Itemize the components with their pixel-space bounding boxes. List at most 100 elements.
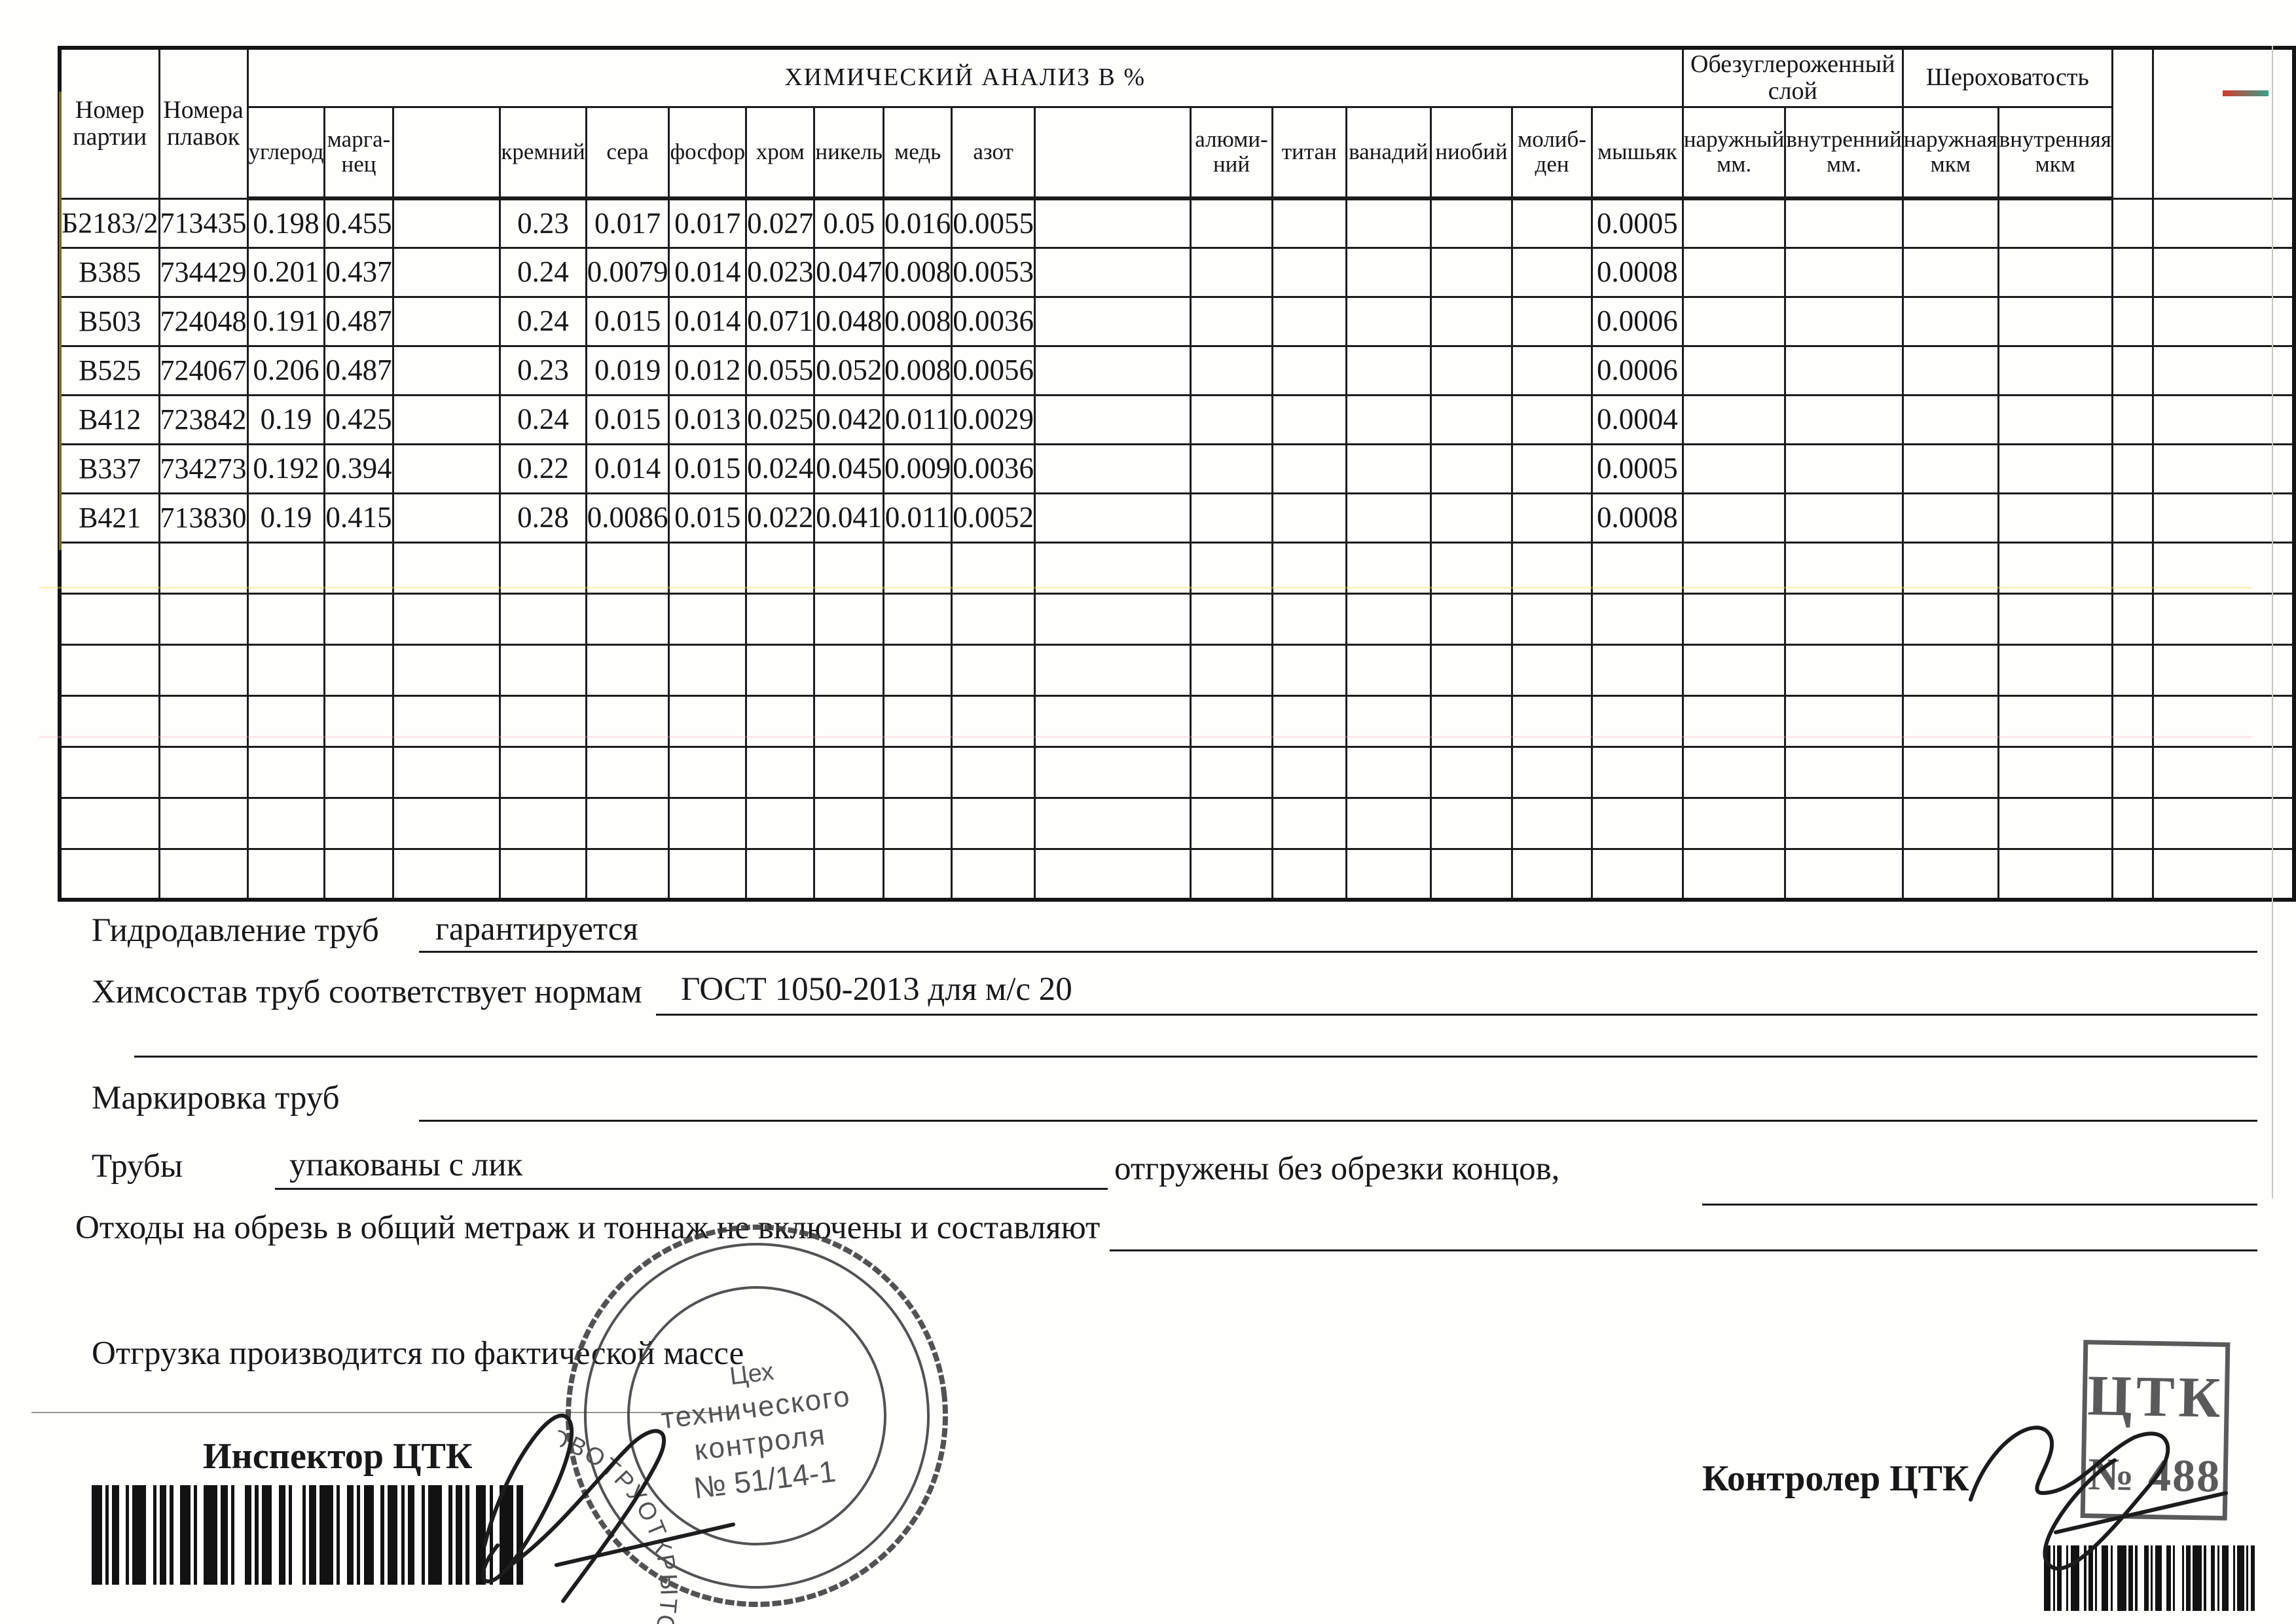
value-cell: 0.017 [668,197,748,249]
empty-cell [499,694,587,748]
empty-cell [1033,796,1192,850]
controller-barcode [2044,1545,2255,1611]
rule-shipping-faint [31,1412,738,1413]
empty-cell [2151,745,2295,799]
empty-cell [158,847,249,901]
barcode-bar [153,1485,156,1585]
table-row [58,592,2295,646]
empty-cell [1429,796,1514,850]
value-cell: 0.016 [882,197,953,249]
empty-cell [882,541,953,595]
barcode-bar [159,1485,167,1585]
empty-cell [392,694,501,748]
value-cell: 0.206 [246,344,326,396]
empty-cell [951,847,1036,901]
empty-cell [2151,643,2295,697]
inspector-label: Инспектор ЦТК [203,1436,473,1477]
table-row: В412 723842 0.19 0.425 0.24 0.015 0.013 0.025 0.… [58,394,2295,445]
table-row [58,796,2295,850]
shipping-text: Отгрузка производится по фактической мас… [92,1335,744,1372]
col-header-element: кремний [499,105,587,200]
barcode-bar [2128,1545,2133,1611]
barcode-bar [289,1485,293,1585]
value-cell [1429,344,1514,396]
empty-cell [1033,643,1192,697]
batch-number-cell: В421 [58,492,160,544]
value-cell [1901,394,1999,445]
value-cell [1681,394,1787,445]
rule-blank [134,1056,2257,1058]
empty-cell [1429,541,1514,595]
barcode-bar [2166,1545,2171,1611]
table-row: В385 734429 0.201 0.437 0.24 0.0079 0.014 0.023… [58,246,2295,298]
empty-cell [1784,592,1904,646]
controller-signature [1969,1426,2228,1571]
barcode-bar [2095,1545,2098,1611]
value-cell [1997,492,2113,544]
chemical-analysis-title: ХИМИЧЕСКИЙ АНАЛИЗ В % [246,46,1684,108]
empty-cell [951,643,1036,697]
value-cell [2111,344,2154,396]
empty-cell [813,745,884,799]
value-cell: 0.19 [246,492,326,544]
empty-cell [882,643,953,697]
empty-cell [158,592,249,646]
empty-cell [668,694,748,748]
empty-cell [499,541,587,595]
value-cell: 0.015 [668,443,748,494]
value-cell [2151,246,2295,298]
barcode-bar [2057,1545,2062,1611]
empty-cell [668,847,748,901]
value-cell [2151,443,2295,494]
value-cell [1784,246,1904,298]
value-cell [1190,443,1273,494]
header-spacer [1033,105,1192,200]
empty-cell [392,592,501,646]
col-header-element: титан [1271,105,1347,200]
barcode-bar [408,1485,415,1585]
empty-cell [1190,694,1273,748]
table-row: Б2183/2 713435 0.198 0.455 0.23 0.017 0.017 0.0… [58,197,2295,249]
empty-cell [1271,847,1347,901]
empty-cell [1345,796,1432,850]
barcode-bar [2186,1545,2191,1611]
value-cell [1190,197,1273,249]
empty-cell [2151,592,2295,646]
col-header-element: марга- нец [323,105,394,200]
col-header-element: алюми- ний [1190,105,1273,200]
value-cell [392,295,501,347]
table-row [58,694,2295,748]
value-cell: 0.014 [668,295,748,347]
empty-cell [951,796,1036,850]
empty-cell [1901,643,1999,697]
barcode-bar [204,1485,218,1585]
barcode-bar [132,1485,147,1585]
melt-number-cell: 713435 [158,197,249,249]
empty-cell [745,541,816,595]
empty-cell [58,643,160,697]
barcode-gap [119,1485,126,1585]
table-row [58,745,2295,799]
value-cell [392,443,501,494]
hydro-value: гарантируется [435,911,638,948]
barcode-bar [421,1485,425,1585]
col-header-element: никель [813,105,884,200]
value-cell [2111,443,2154,494]
value-cell: 0.014 [668,246,748,298]
value-cell [1345,197,1432,249]
empty-cell [882,745,953,799]
empty-cell [58,592,160,646]
empty-cell [1345,745,1432,799]
barcode-bar [2172,1545,2176,1611]
shipped-text: отгружены без обрезки концов, [1114,1151,1560,1187]
barcode-bar [2088,1545,2093,1611]
value-cell [1997,344,2113,396]
empty-cell [585,847,670,901]
value-cell [2151,197,2295,249]
value-cell: 0.009 [882,443,953,494]
group-header-decarb: Обезуглероженный слой [1681,46,1904,108]
empty-cell [1271,541,1347,595]
batch-number-cell: В412 [58,394,160,445]
analysis-table: Номер партии Номера плавок ХИМИЧЕСКИЙ АНАЛ… [58,46,2296,902]
empty-cell [1901,694,1999,748]
